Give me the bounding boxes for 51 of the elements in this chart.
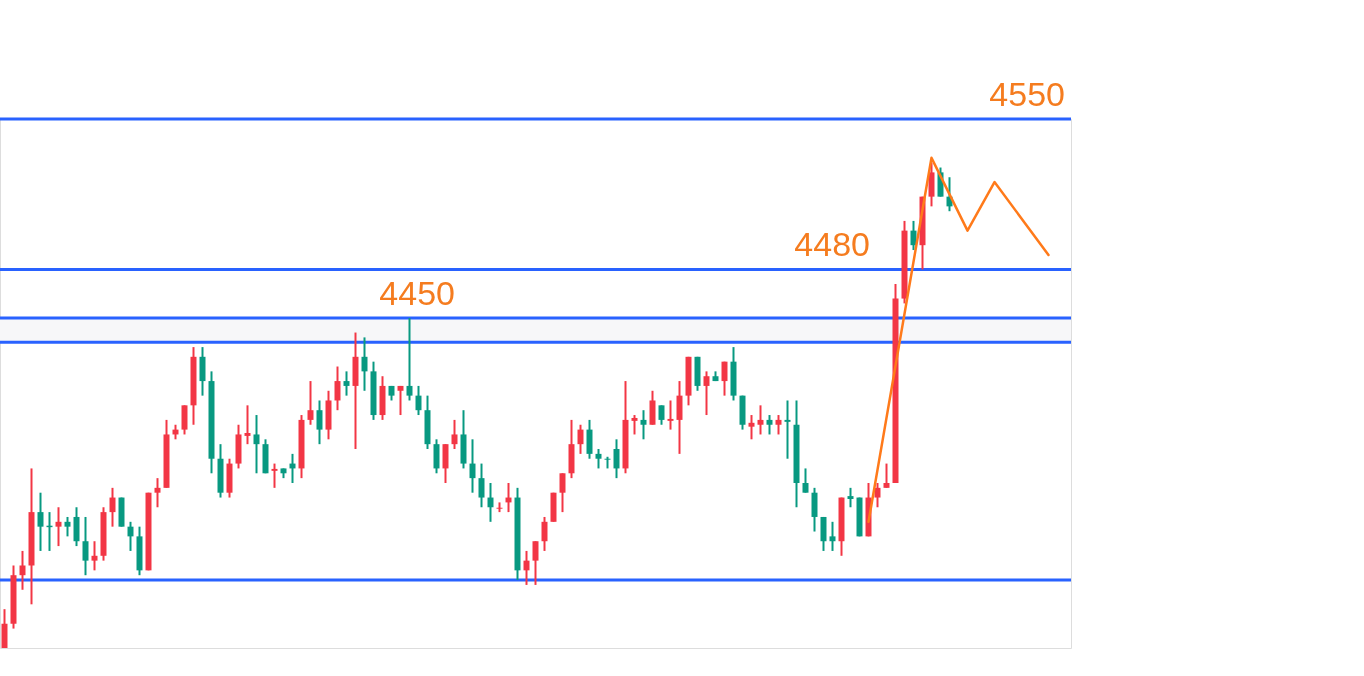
candlestick — [478, 462, 485, 509]
candlestick — [397, 384, 404, 417]
candlestick — [613, 438, 620, 480]
candlestick — [757, 404, 764, 436]
candlestick — [253, 414, 260, 475]
candlestick — [532, 540, 539, 586]
candlestick — [802, 467, 809, 494]
candlestick — [361, 336, 368, 392]
candlestick — [595, 448, 602, 470]
candlestick — [406, 316, 413, 402]
candlestick — [721, 360, 728, 397]
candlestick — [667, 399, 674, 431]
candlestick — [415, 384, 422, 417]
candlestick — [829, 520, 836, 552]
candlestick — [631, 414, 638, 436]
candlestick — [703, 370, 710, 417]
candlestick — [523, 549, 530, 586]
candlestick — [19, 549, 26, 591]
annotation: 4450 — [379, 273, 455, 312]
annotation: 4550 — [989, 75, 1065, 113]
annotation: 4480 — [794, 225, 870, 264]
candlestick — [64, 515, 71, 538]
candlestick — [127, 520, 134, 552]
candlestick — [469, 438, 476, 494]
candlestick — [658, 404, 665, 426]
candlestick — [775, 414, 782, 436]
candlestick — [307, 380, 314, 426]
candlestick — [91, 540, 98, 572]
candlestick — [487, 481, 494, 523]
candlestick — [640, 409, 647, 441]
candlestick — [316, 399, 323, 446]
candlestick — [559, 472, 566, 514]
candlestick — [37, 491, 44, 552]
candlestick — [766, 414, 773, 436]
candlestick — [541, 515, 548, 552]
candlestick — [883, 462, 890, 489]
candlestick — [109, 486, 116, 528]
candlestick — [451, 418, 458, 451]
candlestick — [154, 477, 161, 509]
candlestick — [271, 462, 278, 489]
candlestick — [343, 370, 350, 397]
candlestick — [874, 481, 881, 509]
candlestick — [748, 414, 755, 441]
candlestick — [784, 399, 791, 460]
candlestick — [82, 515, 89, 577]
candlestick — [334, 365, 341, 412]
candlestick — [577, 423, 584, 455]
candlestick — [847, 486, 854, 509]
candlestick — [244, 404, 251, 446]
candlestick — [55, 506, 62, 548]
candlestick — [496, 501, 503, 514]
